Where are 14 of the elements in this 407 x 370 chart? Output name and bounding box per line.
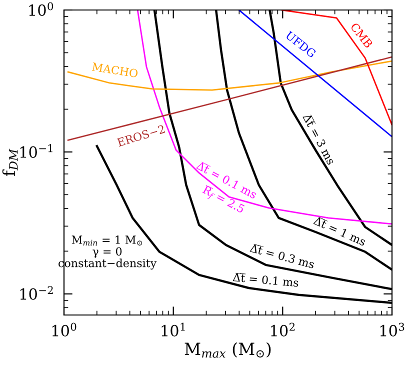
annotation: Δ̅t̅ = 1 ms (313, 216, 367, 246)
x-axis-title: M$_{max}$ (M$_{⊙}$) (184, 342, 271, 358)
x-tick-label: 10$^{3}$ (380, 322, 404, 336)
x-tick-label: 10$^{2}$ (271, 322, 295, 336)
annotation: Δ̅t̅ = 3 ms (302, 112, 336, 166)
y-axis-title: f$_{DM}$ (2, 148, 18, 176)
annotation: MACHO (92, 62, 138, 78)
annotation: Δ̅t̅ = 0.3 ms (250, 243, 315, 269)
y-tick-label: 10$^{0}$ (29, 2, 54, 16)
y-tick-label: 10$^{−1}$ (20, 144, 52, 158)
annotation: Δ̅t̅ = 0.1 ms (232, 272, 299, 287)
y-tick-label: 10$^{−2}$ (20, 286, 53, 300)
x-tick-label: 10$^{1}$ (162, 322, 185, 336)
x-tick-label: 10$^{0}$ (52, 322, 76, 336)
